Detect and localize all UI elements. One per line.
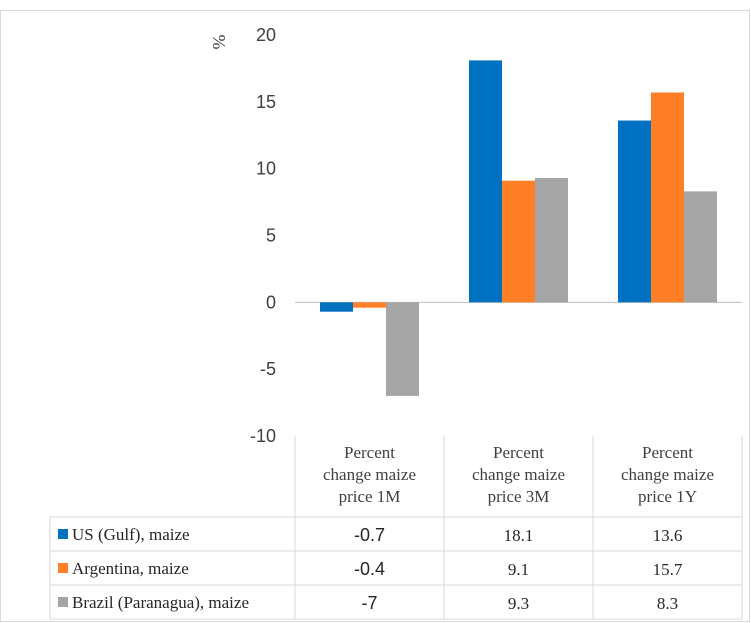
data-label: 13.6 <box>653 526 683 545</box>
legend-key-2 <box>58 563 68 573</box>
category-label: change maize <box>323 465 416 484</box>
series-name: Brazil (Paranagua), maize <box>72 593 249 612</box>
data-label: 18.1 <box>504 526 534 545</box>
category-label: change maize <box>472 465 565 484</box>
series-name: US (Gulf), maize <box>72 525 190 544</box>
category-label: Percent <box>493 443 544 462</box>
data-label: -7 <box>361 593 377 613</box>
y-axis: 20 15 10 5 0 -5 -10 <box>250 25 276 446</box>
data-table: Percent change maize price 1M Percent change… <box>49 436 743 620</box>
series-name: Argentina, maize <box>72 559 189 578</box>
data-label: -0.4 <box>354 559 385 579</box>
legend-key-1 <box>58 529 68 539</box>
y-tick-label: 5 <box>266 226 276 246</box>
category-label: price 3M <box>488 487 550 506</box>
legend-key-3 <box>58 597 68 607</box>
bar-1-cat-3 <box>618 120 651 303</box>
category-label: change maize <box>621 465 714 484</box>
bar-3-cat-1 <box>386 302 419 396</box>
data-label: 9.3 <box>508 594 529 613</box>
bar-1-cat-1 <box>320 302 353 312</box>
y-tick-label: 15 <box>256 92 276 112</box>
data-label: 8.3 <box>657 594 678 613</box>
y-tick-label: -10 <box>250 426 276 446</box>
bar-3-cat-3 <box>684 191 717 303</box>
chart-frame <box>0 10 750 622</box>
bar-2-cat-3 <box>651 92 684 303</box>
category-label: price 1M <box>339 487 401 506</box>
y-tick-label: 20 <box>256 25 276 45</box>
data-label: 15.7 <box>653 560 683 579</box>
bar-1-cat-2 <box>469 60 502 303</box>
data-label: 9.1 <box>508 560 529 579</box>
y-tick-label: 10 <box>256 159 276 179</box>
y-tick-label: -5 <box>260 359 276 379</box>
category-label: price 1Y <box>638 487 697 506</box>
y-axis-unit: % <box>209 35 229 50</box>
data-label: -0.7 <box>354 525 385 545</box>
y-tick-label: 0 <box>266 292 276 312</box>
category-label: Percent <box>642 443 693 462</box>
bar-3-cat-2 <box>535 178 568 303</box>
category-label: Percent <box>344 443 395 462</box>
bar-2-cat-2 <box>502 180 535 303</box>
bar-series <box>320 60 717 396</box>
bar-2-cat-1 <box>353 302 386 308</box>
